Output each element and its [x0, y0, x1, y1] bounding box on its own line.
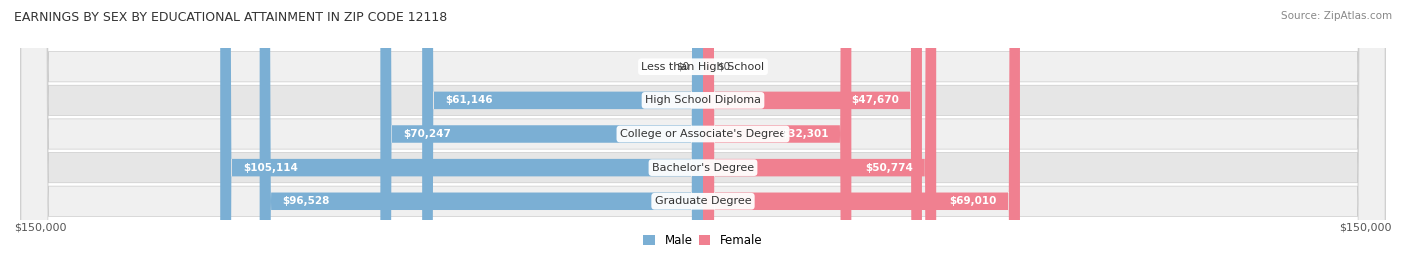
- FancyBboxPatch shape: [221, 0, 703, 268]
- Text: $150,000: $150,000: [1340, 222, 1392, 232]
- Text: Source: ZipAtlas.com: Source: ZipAtlas.com: [1281, 11, 1392, 21]
- FancyBboxPatch shape: [381, 0, 703, 268]
- Legend: Male, Female: Male, Female: [638, 229, 768, 252]
- Text: $0: $0: [717, 62, 730, 72]
- Text: College or Associate's Degree: College or Associate's Degree: [620, 129, 786, 139]
- Text: Graduate Degree: Graduate Degree: [655, 196, 751, 206]
- Text: $50,774: $50,774: [865, 163, 914, 173]
- FancyBboxPatch shape: [21, 0, 1385, 268]
- Text: Less than High School: Less than High School: [641, 62, 765, 72]
- FancyBboxPatch shape: [703, 0, 1019, 268]
- FancyBboxPatch shape: [21, 0, 1385, 268]
- Text: High School Diploma: High School Diploma: [645, 95, 761, 105]
- FancyBboxPatch shape: [422, 0, 703, 268]
- Text: $96,528: $96,528: [283, 196, 330, 206]
- Text: Bachelor's Degree: Bachelor's Degree: [652, 163, 754, 173]
- Text: $61,146: $61,146: [446, 95, 492, 105]
- Text: $69,010: $69,010: [949, 196, 997, 206]
- FancyBboxPatch shape: [703, 0, 852, 268]
- Text: $105,114: $105,114: [243, 163, 298, 173]
- Text: $0: $0: [676, 62, 689, 72]
- FancyBboxPatch shape: [703, 0, 922, 268]
- Text: $150,000: $150,000: [14, 222, 66, 232]
- FancyBboxPatch shape: [260, 0, 703, 268]
- Text: $70,247: $70,247: [404, 129, 451, 139]
- FancyBboxPatch shape: [21, 0, 1385, 268]
- Text: EARNINGS BY SEX BY EDUCATIONAL ATTAINMENT IN ZIP CODE 12118: EARNINGS BY SEX BY EDUCATIONAL ATTAINMEN…: [14, 11, 447, 24]
- Text: $47,670: $47,670: [851, 95, 898, 105]
- FancyBboxPatch shape: [21, 0, 1385, 268]
- FancyBboxPatch shape: [21, 0, 1385, 268]
- Text: $32,301: $32,301: [780, 129, 828, 139]
- FancyBboxPatch shape: [703, 0, 936, 268]
